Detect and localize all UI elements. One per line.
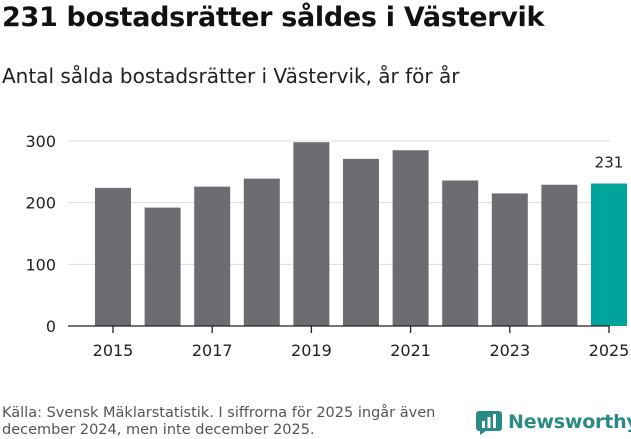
chart-subtitle: Antal sålda bostadsrätter i Västervik, å… — [2, 64, 460, 88]
x-tick-label: 2015 — [93, 341, 134, 360]
bar-2019 — [293, 142, 330, 326]
brand-logo: Newsworthy — [476, 408, 631, 436]
bar-2023 — [491, 193, 528, 326]
data-label-2025: 231 — [595, 154, 624, 172]
y-tick-label: 100 — [25, 255, 56, 274]
x-tick-label: 2021 — [390, 341, 431, 360]
bar-2025 — [591, 183, 627, 326]
bar-2016 — [144, 207, 181, 326]
y-tick-label: 0 — [46, 317, 56, 336]
newsworthy-logo-icon — [476, 411, 502, 435]
chart-title: 231 bostadsrätter såldes i Västervik — [2, 2, 545, 33]
bar-2017 — [194, 186, 231, 326]
y-tick-label: 200 — [25, 194, 56, 213]
x-tick-label: 2023 — [489, 341, 530, 360]
bar-2024 — [541, 184, 578, 326]
bar-2021 — [392, 150, 429, 326]
source-note: Källa: Svensk Mäklarstatistik. I siffror… — [2, 405, 436, 438]
x-tick-label: 2017 — [192, 341, 233, 360]
y-tick-label: 300 — [25, 132, 56, 151]
bar-chart: 0 100 200 300 231 2015 2017 2019 2021 2023 2025 — [25, 132, 630, 360]
x-tick-label: 2025 — [589, 341, 630, 360]
bar-2022 — [442, 180, 479, 326]
bar-2015 — [95, 187, 131, 326]
bar-2020 — [343, 158, 379, 326]
brand-name: Newsworthy — [508, 411, 631, 433]
x-tick-label: 2019 — [291, 341, 332, 360]
bar-2018 — [243, 178, 280, 326]
